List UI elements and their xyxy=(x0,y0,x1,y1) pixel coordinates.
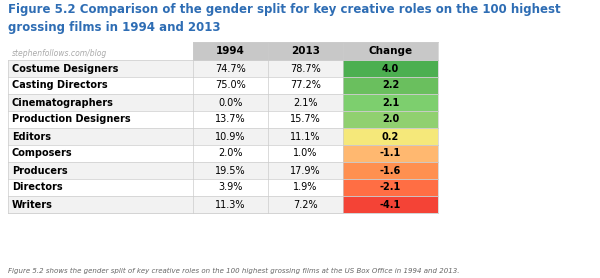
Text: -1.1: -1.1 xyxy=(380,148,401,158)
Text: 0.0%: 0.0% xyxy=(218,98,242,108)
Text: 0.2: 0.2 xyxy=(382,131,399,142)
Text: -2.1: -2.1 xyxy=(380,182,401,192)
Bar xyxy=(8,196,343,213)
Text: 2.0%: 2.0% xyxy=(218,148,243,158)
Text: 1.9%: 1.9% xyxy=(293,182,317,192)
Text: 3.9%: 3.9% xyxy=(218,182,242,192)
Bar xyxy=(343,128,438,145)
Text: 7.2%: 7.2% xyxy=(293,200,318,210)
Bar xyxy=(8,111,343,128)
Bar xyxy=(193,42,438,60)
Text: Production Designers: Production Designers xyxy=(12,115,131,125)
Text: 11.1%: 11.1% xyxy=(290,131,321,142)
Text: 75.0%: 75.0% xyxy=(215,81,246,91)
Bar xyxy=(343,94,438,111)
Bar xyxy=(8,162,343,179)
Text: -1.6: -1.6 xyxy=(380,165,401,175)
Text: Editors: Editors xyxy=(12,131,51,142)
Text: Composers: Composers xyxy=(12,148,73,158)
Text: 4.0: 4.0 xyxy=(382,63,399,73)
Bar xyxy=(8,145,343,162)
Text: Figure 5.2 shows the gender split of key creative roles on the 100 highest gross: Figure 5.2 shows the gender split of key… xyxy=(8,268,460,274)
Text: 2.1%: 2.1% xyxy=(293,98,318,108)
Bar xyxy=(8,94,343,111)
Bar xyxy=(8,77,343,94)
Text: 74.7%: 74.7% xyxy=(215,63,246,73)
Text: Writers: Writers xyxy=(12,200,53,210)
Text: Figure 5.2 Comparison of the gender split for key creative roles on the 100 high: Figure 5.2 Comparison of the gender spli… xyxy=(8,3,560,34)
Bar xyxy=(343,145,438,162)
Bar xyxy=(343,111,438,128)
Text: 17.9%: 17.9% xyxy=(290,165,321,175)
Text: 2.2: 2.2 xyxy=(382,81,399,91)
Text: 2.1: 2.1 xyxy=(382,98,399,108)
Text: 10.9%: 10.9% xyxy=(215,131,246,142)
Bar xyxy=(8,128,343,145)
Text: Directors: Directors xyxy=(12,182,62,192)
Bar xyxy=(8,179,343,196)
Bar xyxy=(343,179,438,196)
Text: 77.2%: 77.2% xyxy=(290,81,321,91)
Text: 13.7%: 13.7% xyxy=(215,115,246,125)
Text: 15.7%: 15.7% xyxy=(290,115,321,125)
Text: 2013: 2013 xyxy=(291,46,320,56)
Text: Change: Change xyxy=(368,46,413,56)
Text: Casting Directors: Casting Directors xyxy=(12,81,107,91)
Text: 78.7%: 78.7% xyxy=(290,63,321,73)
Text: 19.5%: 19.5% xyxy=(215,165,246,175)
Text: Cinematographers: Cinematographers xyxy=(12,98,114,108)
Text: Producers: Producers xyxy=(12,165,68,175)
Bar xyxy=(343,77,438,94)
Text: 11.3%: 11.3% xyxy=(215,200,246,210)
Text: stephenfollows.com/blog: stephenfollows.com/blog xyxy=(12,49,107,58)
Bar xyxy=(8,60,343,77)
Text: Costume Designers: Costume Designers xyxy=(12,63,118,73)
Text: 2.0: 2.0 xyxy=(382,115,399,125)
Bar xyxy=(343,60,438,77)
Text: 1994: 1994 xyxy=(216,46,245,56)
Bar xyxy=(343,196,438,213)
Bar xyxy=(343,162,438,179)
Text: -4.1: -4.1 xyxy=(380,200,401,210)
Text: 1.0%: 1.0% xyxy=(293,148,317,158)
